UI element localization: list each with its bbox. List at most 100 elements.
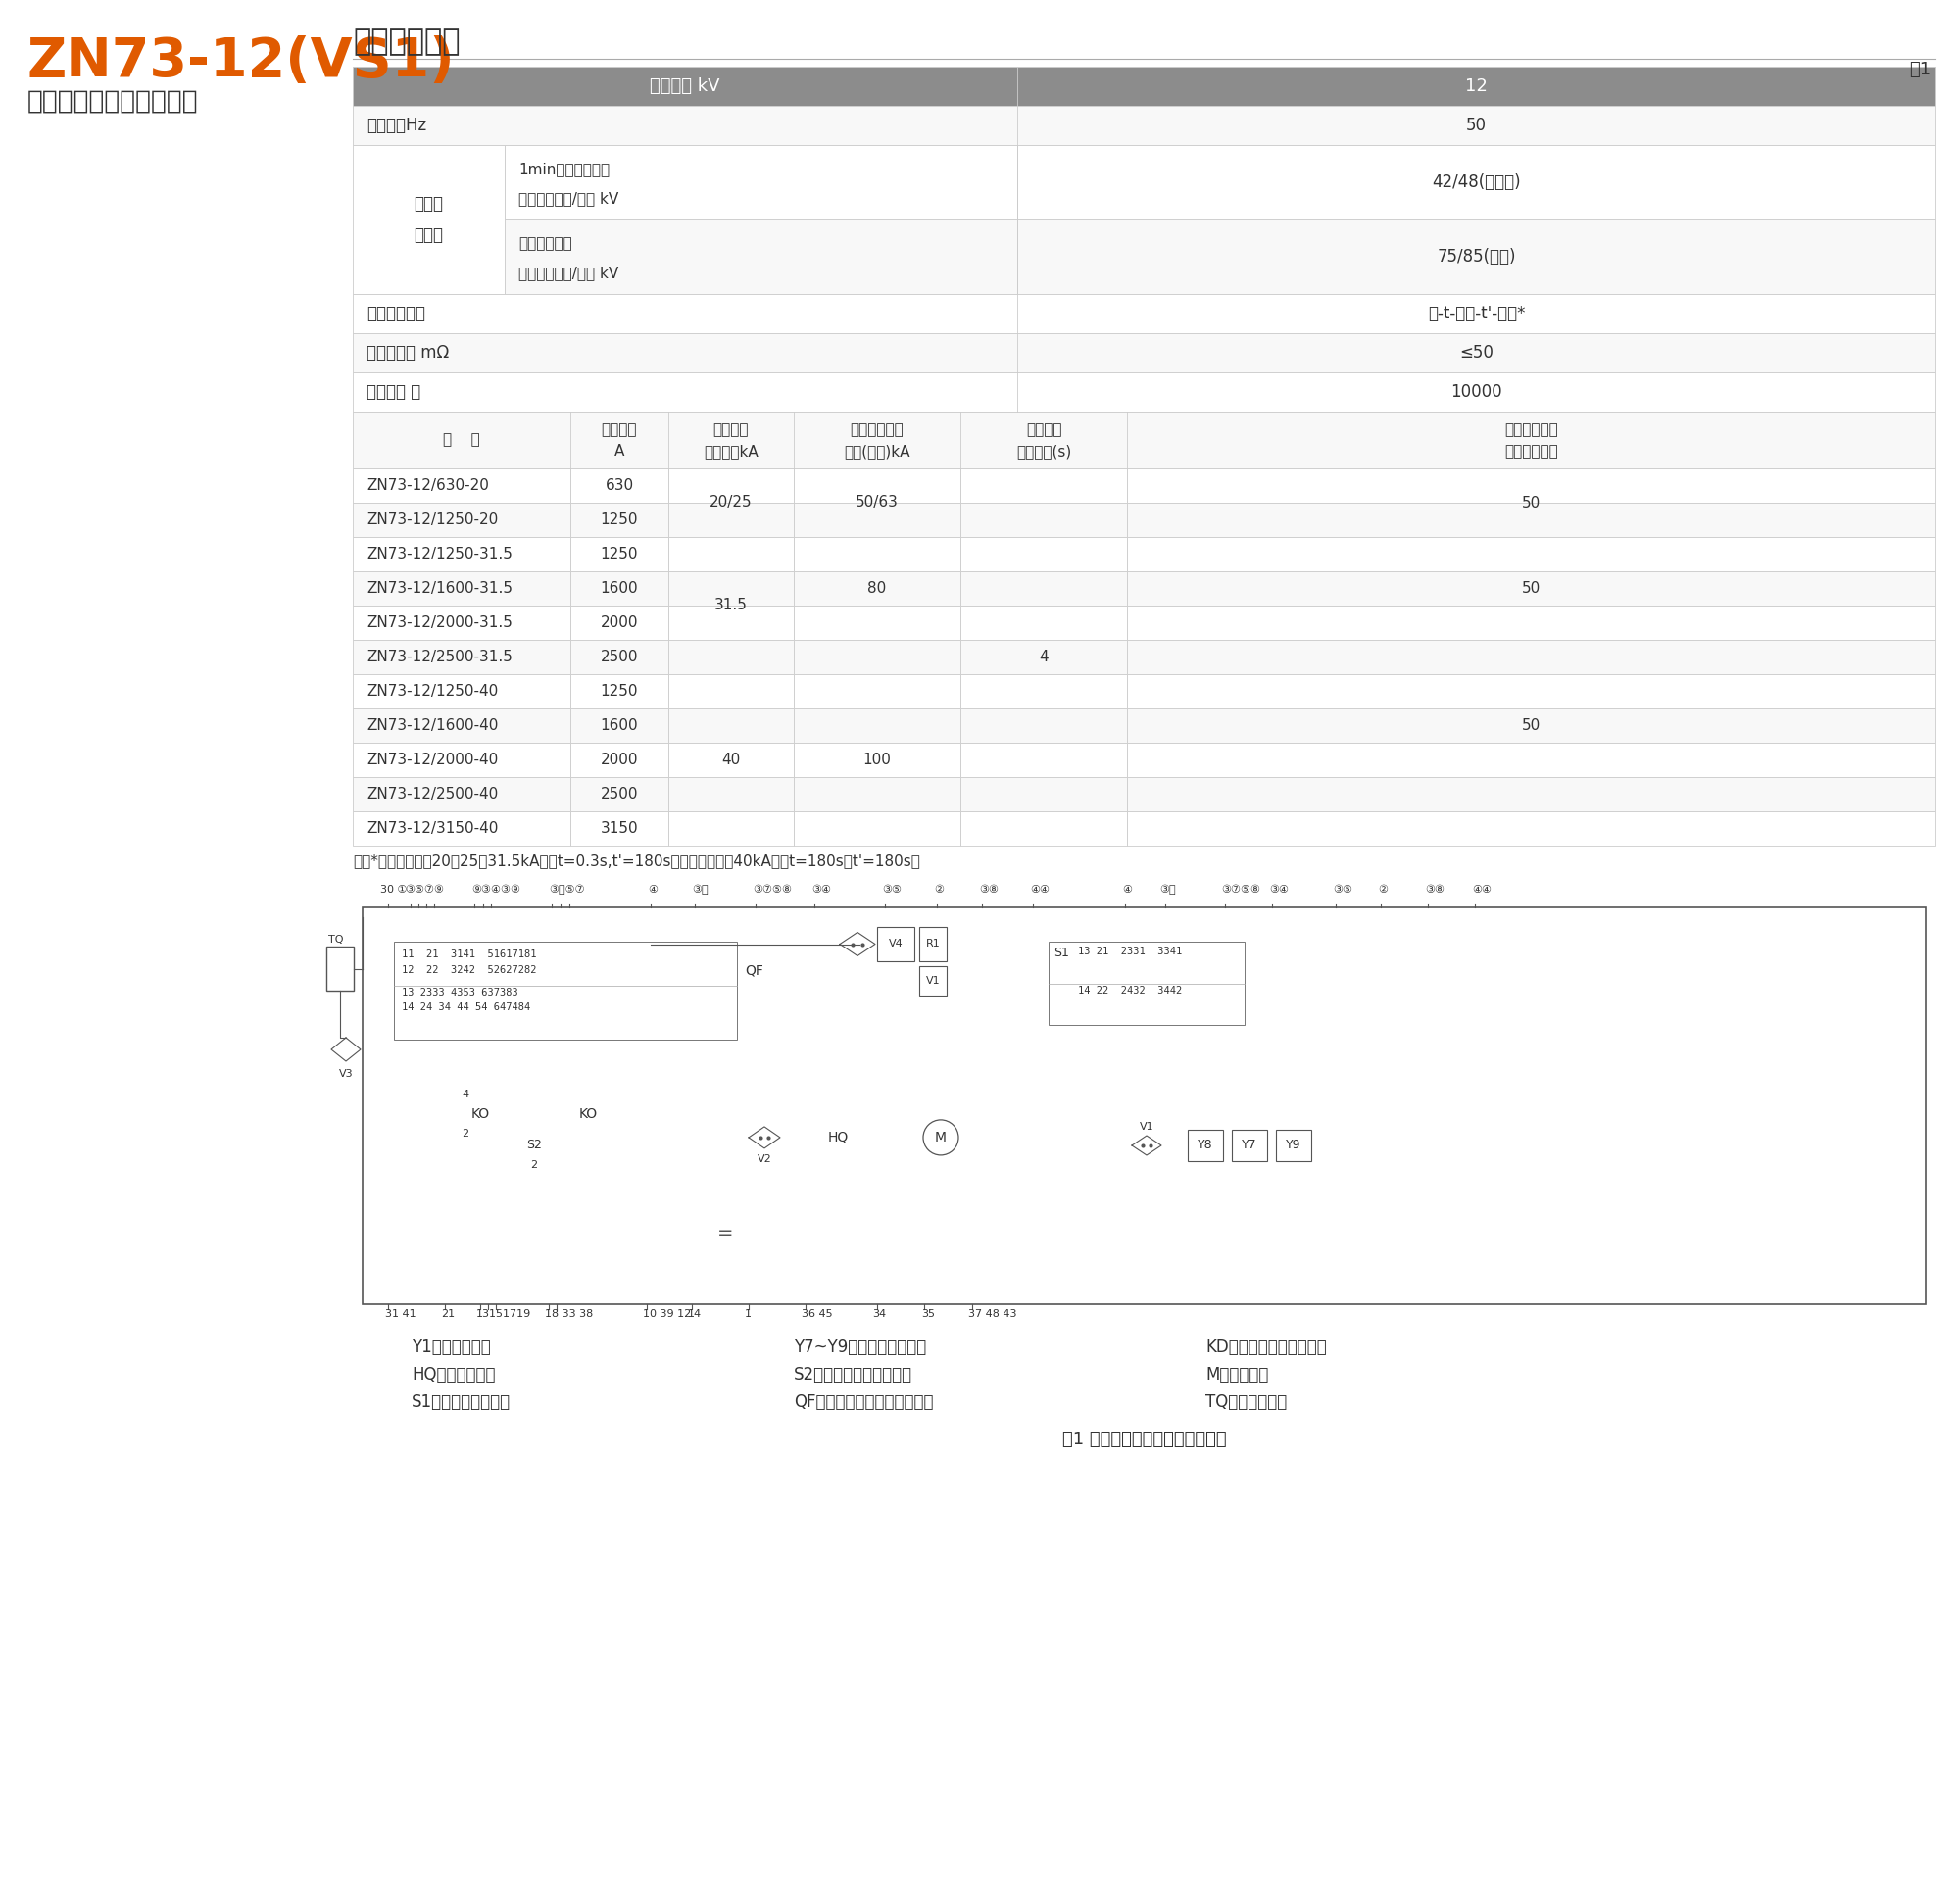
Text: 2500: 2500: [600, 649, 639, 664]
Text: ZN73-12(VS1): ZN73-12(VS1): [27, 36, 455, 87]
Text: 2: 2: [463, 1129, 468, 1138]
Text: 20/25: 20/25: [710, 495, 753, 510]
Bar: [668, 812, 794, 846]
Text: S1：储能用微动开关: S1：储能用微动开关: [412, 1394, 512, 1411]
Text: ③⑤: ③⑤: [1333, 884, 1352, 895]
Bar: [570, 812, 668, 846]
Text: TQ：分闸电磁铁: TQ：分闸电磁铁: [1205, 1394, 1288, 1411]
Text: 颗定频率Hz: 颗定频率Hz: [367, 116, 427, 135]
Bar: [1127, 812, 1936, 846]
Text: 1250: 1250: [600, 546, 639, 562]
Text: 100: 100: [862, 753, 892, 766]
Bar: [353, 673, 570, 708]
Bar: [1127, 639, 1936, 673]
Text: ③⑤: ③⑤: [882, 884, 902, 895]
Bar: [794, 605, 960, 639]
Bar: [794, 571, 960, 605]
Bar: [353, 571, 570, 605]
Text: 1min工频耗受电压: 1min工频耗受电压: [517, 161, 610, 176]
Bar: [570, 503, 668, 537]
Text: 电流(峰值)kA: 电流(峰值)kA: [845, 444, 909, 459]
Bar: [794, 503, 960, 537]
Bar: [1233, 1131, 1266, 1161]
Text: HQ: HQ: [827, 1131, 849, 1144]
Text: 14 22  2432  3442: 14 22 2432 3442: [1078, 985, 1182, 996]
Bar: [1127, 537, 1936, 571]
Text: 2000: 2000: [600, 615, 639, 630]
Bar: [353, 778, 570, 812]
Text: 相间、相对地/断口 kV: 相间、相对地/断口 kV: [517, 192, 619, 207]
Text: R1: R1: [925, 939, 941, 948]
Text: KD：机构内部防跳继电器: KD：机构内部防跳继电器: [1205, 1339, 1327, 1356]
Text: 630: 630: [606, 478, 633, 493]
Text: 1600: 1600: [600, 580, 639, 596]
Text: 相间、相对地/断口 kV: 相间、相对地/断口 kV: [517, 266, 619, 281]
Bar: [1017, 144, 1936, 220]
Text: 13151719: 13151719: [476, 1309, 531, 1318]
Text: M：储能开关: M：储能开关: [1205, 1366, 1268, 1383]
Bar: [570, 639, 668, 673]
Text: ≤50: ≤50: [1460, 343, 1494, 362]
Text: 12  22  3242  52627282: 12 22 3242 52627282: [402, 966, 537, 975]
Bar: [570, 708, 668, 744]
Bar: [668, 639, 794, 673]
Text: ZN73-12/1600-31.5: ZN73-12/1600-31.5: [367, 580, 514, 596]
Text: 80: 80: [868, 580, 886, 596]
Text: V3: V3: [339, 1070, 353, 1079]
Text: ZN73-12/2500-31.5: ZN73-12/2500-31.5: [367, 649, 512, 664]
Text: 35: 35: [921, 1309, 935, 1318]
Bar: [1127, 708, 1936, 744]
Bar: [960, 744, 1127, 778]
Bar: [353, 334, 1936, 372]
Text: S1: S1: [1054, 947, 1068, 960]
Text: ZN73-12/1600-40: ZN73-12/1600-40: [367, 719, 498, 732]
Bar: [1127, 605, 1936, 639]
Bar: [960, 503, 1127, 537]
Text: ③⑧: ③⑧: [980, 884, 1000, 895]
Bar: [668, 503, 794, 537]
Bar: [668, 571, 794, 605]
Text: 31.5: 31.5: [715, 598, 747, 613]
Text: 户内高压交流真空断路器: 户内高压交流真空断路器: [27, 89, 198, 114]
Text: 10000: 10000: [1450, 383, 1501, 400]
Bar: [325, 947, 353, 990]
Text: 1250: 1250: [600, 685, 639, 698]
Text: 机械寿命 次: 机械寿命 次: [367, 383, 421, 400]
Text: 31 41: 31 41: [384, 1309, 416, 1318]
Text: QF：断路器主触头的辅助开关: QF：断路器主触头的辅助开关: [794, 1394, 933, 1411]
Text: 颗定短路开断: 颗定短路开断: [1505, 423, 1558, 438]
Text: QF: QF: [745, 964, 762, 977]
Bar: [1127, 673, 1936, 708]
Bar: [1188, 1131, 1223, 1161]
Bar: [1127, 778, 1936, 812]
Text: 11  21  3141  51617181: 11 21 3141 51617181: [402, 950, 537, 960]
Text: Y7: Y7: [1243, 1138, 1256, 1151]
Bar: [506, 220, 1017, 294]
Text: 50: 50: [1466, 116, 1488, 135]
Bar: [506, 144, 1017, 220]
Text: S2: S2: [527, 1138, 541, 1151]
Text: KO: KO: [470, 1106, 490, 1121]
Text: 颗定短路关合: 颗定短路关合: [851, 423, 904, 438]
Bar: [794, 778, 960, 812]
Text: 颗定续
缘水平: 颗定续 缘水平: [414, 195, 443, 245]
Bar: [1049, 941, 1245, 1024]
Text: 42/48(有效值): 42/48(有效值): [1433, 173, 1521, 192]
Text: ZN73-12/2000-31.5: ZN73-12/2000-31.5: [367, 615, 512, 630]
Text: ZN73-12/630-20: ZN73-12/630-20: [367, 478, 488, 493]
Text: 分-t-合分-t'-合分*: 分-t-合分-t'-合分*: [1427, 305, 1525, 322]
Text: 14: 14: [688, 1309, 702, 1318]
Text: 雷电冲击耗压: 雷电冲击耗压: [517, 235, 572, 250]
Text: 表1: 表1: [1909, 61, 1931, 78]
Text: ③⑤⑦⑨: ③⑤⑦⑨: [406, 884, 443, 895]
Bar: [570, 778, 668, 812]
Bar: [353, 605, 570, 639]
Text: 2: 2: [531, 1159, 537, 1170]
Text: 2000: 2000: [600, 753, 639, 766]
Text: 30 ①: 30 ①: [380, 884, 408, 895]
Text: 50: 50: [1521, 719, 1541, 732]
Text: ③⑦⑤⑧: ③⑦⑤⑧: [1221, 884, 1260, 895]
Text: 50: 50: [1521, 495, 1541, 510]
Bar: [960, 673, 1127, 708]
Text: 4: 4: [1039, 649, 1049, 664]
